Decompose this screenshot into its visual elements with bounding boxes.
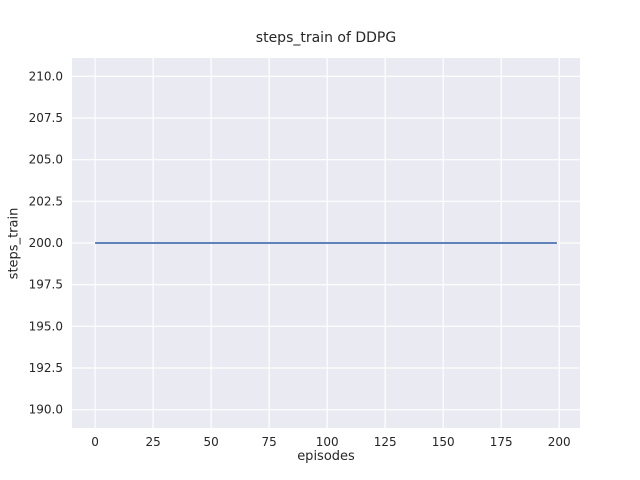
y-axis-label: steps_train — [6, 207, 22, 280]
y-tick-label: 200.0 — [29, 236, 63, 250]
y-tick-label: 202.5 — [29, 194, 63, 208]
chart-title: steps_train of DDPG — [255, 30, 397, 46]
x-tick-label: 125 — [374, 435, 397, 449]
y-tick-label: 205.0 — [29, 153, 63, 167]
x-tick-label: 150 — [432, 435, 455, 449]
x-tick-label: 0 — [91, 435, 99, 449]
y-tick-label: 210.0 — [29, 69, 63, 83]
x-tick-label: 75 — [262, 435, 277, 449]
y-tick-label: 197.5 — [29, 278, 63, 292]
y-tick-label: 190.0 — [29, 403, 63, 417]
x-tick-label: 175 — [490, 435, 513, 449]
x-tick-label: 50 — [203, 435, 218, 449]
y-tick-label: 192.5 — [29, 361, 63, 375]
y-tick-label: 195.0 — [29, 319, 63, 333]
x-tick-label: 25 — [145, 435, 160, 449]
y-tick-label: 207.5 — [29, 111, 63, 125]
x-tick-label: 200 — [548, 435, 571, 449]
x-tick-label: 100 — [316, 435, 339, 449]
x-axis-label: episodes — [297, 449, 355, 464]
